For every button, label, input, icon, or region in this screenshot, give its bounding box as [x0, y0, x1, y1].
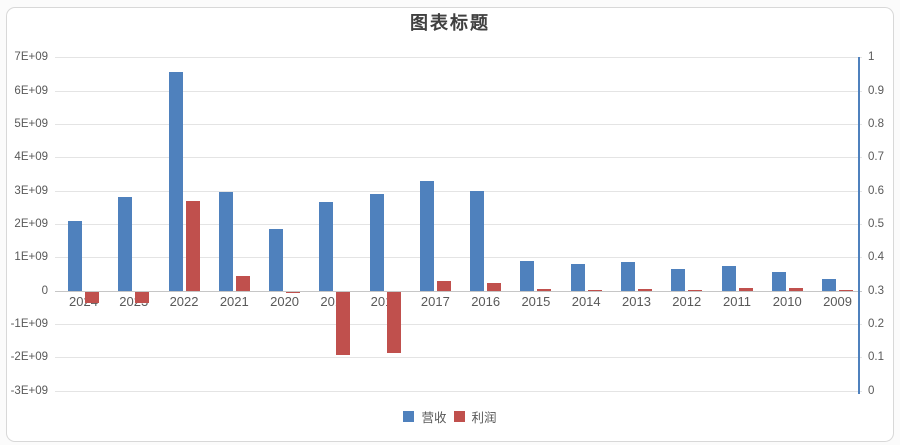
left-axis-tick-label: 0 [41, 284, 48, 297]
legend-swatch-revenue [403, 411, 415, 422]
right-axis-tick-label: 0 [868, 384, 875, 397]
left-axis-tick-label: 1E+09 [14, 251, 48, 264]
x-axis-label-2015: 2015 [521, 293, 551, 309]
profit-bar-2009 [839, 289, 854, 291]
right-axis-tick-label: 0.9 [868, 84, 884, 97]
gridline [55, 224, 862, 226]
profit-bar-2023 [135, 291, 150, 304]
legend-label-revenue: 营收 [421, 411, 447, 425]
profit-bar-2016 [487, 283, 502, 291]
revenue-bar-2016 [470, 190, 485, 291]
left-axis-tick-label: -2E+09 [10, 351, 48, 364]
revenue-bar-2018 [369, 194, 384, 291]
legend-label-profit: 利润 [471, 411, 497, 425]
right-axis-tick-label: 0.5 [868, 218, 884, 231]
left-axis-tick-label: -3E+09 [10, 384, 48, 397]
x-axis-label-2012: 2012 [672, 293, 702, 309]
x-axis-label-2009: 2009 [823, 293, 852, 309]
left-axis-tick-label: 6E+09 [14, 84, 48, 97]
profit-bar-2012 [688, 289, 703, 291]
profit-bar-2022 [185, 200, 200, 291]
gridline [55, 124, 862, 126]
right-axis-tick-label: 0.4 [868, 251, 884, 264]
x-axis-label-2021: 2021 [219, 293, 249, 309]
legend: 营收 利润 [0, 407, 900, 426]
right-axis-tick-label: 0.6 [868, 184, 884, 197]
right-axis-tick-label: 0.2 [868, 318, 884, 331]
gridline [55, 190, 862, 192]
revenue-bar-2022 [168, 72, 183, 291]
revenue-bar-2017 [419, 180, 434, 291]
x-axis-label-2014: 2014 [571, 293, 601, 309]
revenue-bar-2023 [118, 197, 133, 291]
profit-bar-2021 [235, 275, 250, 291]
left-axis-tick-label: 4E+09 [14, 151, 48, 164]
revenue-bar-2010 [771, 272, 786, 291]
profit-bar-2019 [336, 291, 351, 355]
revenue-bar-2024 [68, 220, 82, 291]
x-axis-label-2010: 2010 [772, 293, 802, 309]
x-axis-label-2023: 2023 [119, 293, 149, 309]
gridline [55, 290, 862, 292]
revenue-bar-2015 [520, 260, 535, 291]
gridline [55, 57, 862, 59]
chart-title: 图表标题 [410, 13, 490, 33]
profit-bar-2020 [286, 291, 301, 294]
revenue-bar-2019 [319, 202, 334, 291]
left-axis-tick-label: 3E+09 [14, 184, 48, 197]
gridline [55, 257, 862, 259]
profit-bar-2017 [436, 280, 451, 291]
x-axis-label-2011: 2011 [723, 293, 751, 309]
legend-swatch-profit [453, 411, 465, 422]
left-axis-tick-label: 2E+09 [14, 218, 48, 231]
revenue-bar-2021 [218, 192, 233, 291]
x-axis-label-2020: 2020 [270, 293, 300, 309]
profit-bar-2010 [788, 288, 803, 291]
secondary-axis-line [858, 57, 860, 394]
revenue-bar-2014 [570, 264, 585, 291]
right-axis-tick-label: 0.3 [868, 284, 884, 297]
revenue-bar-2020 [269, 229, 284, 291]
profit-bar-2011 [738, 288, 753, 291]
gridline [55, 357, 862, 359]
x-axis-label-2024: 2024 [69, 293, 98, 309]
gridline [55, 90, 862, 92]
profit-bar-2024 [85, 291, 99, 304]
x-axis-label-2017: 2017 [420, 293, 450, 309]
right-axis-tick-label: 0.8 [868, 118, 884, 131]
gridline [55, 324, 862, 326]
profit-bar-2015 [537, 289, 552, 291]
revenue-bar-2012 [671, 269, 686, 291]
left-axis-tick-label: 7E+09 [14, 51, 48, 64]
revenue-bar-2013 [620, 262, 635, 291]
gridline [55, 157, 862, 159]
revenue-bar-2009 [822, 279, 837, 291]
gridline [55, 390, 862, 392]
revenue-bar-2011 [721, 265, 736, 291]
profit-bar-2013 [637, 289, 652, 291]
right-axis-tick-label: 0.1 [868, 351, 884, 364]
profit-bar-2014 [587, 289, 602, 291]
profit-bar-2018 [386, 291, 401, 354]
x-axis-label-2013: 2013 [622, 293, 651, 309]
left-axis-tick-label: 5E+09 [14, 118, 48, 131]
right-axis-tick-label: 1 [868, 51, 875, 64]
x-axis-label-2022: 2022 [169, 293, 199, 309]
x-axis-label-2016: 2016 [471, 293, 501, 309]
right-axis-tick-label: 0.7 [868, 151, 884, 164]
x-axis-label-2018: 2018 [370, 293, 400, 309]
left-axis-tick-label: -1E+09 [10, 318, 48, 331]
x-axis-label-2019: 2019 [320, 293, 350, 309]
